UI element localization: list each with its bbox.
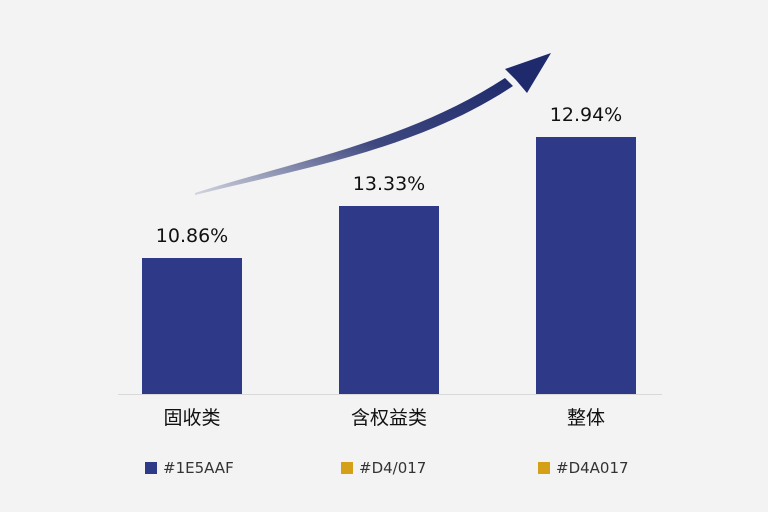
bar-value-label: 13.33% (353, 173, 425, 195)
legend: #1E5AAF #D4/017 #D4A017 (0, 456, 768, 480)
bar (339, 206, 439, 394)
trend-arrow (195, 53, 551, 195)
bar (536, 137, 636, 394)
category-label: 含权益类 (351, 407, 427, 429)
bar (142, 258, 242, 394)
legend-item: #1E5AAF (145, 456, 234, 480)
trend-arrow-head (505, 53, 551, 93)
legend-swatch (341, 462, 353, 474)
bar-value-label: 10.86% (156, 225, 228, 247)
legend-item: #D4A017 (538, 456, 629, 480)
category-label: 固收类 (163, 407, 220, 429)
legend-item: #D4/017 (341, 456, 426, 480)
legend-swatch (538, 462, 550, 474)
legend-label: #1E5AAF (163, 459, 234, 477)
bar-value-label: 12.94% (550, 104, 622, 126)
category-label: 整体 (567, 407, 605, 429)
legend-swatch (145, 462, 157, 474)
legend-label: #D4/017 (359, 459, 427, 477)
legend-label: #D4A017 (556, 459, 629, 477)
